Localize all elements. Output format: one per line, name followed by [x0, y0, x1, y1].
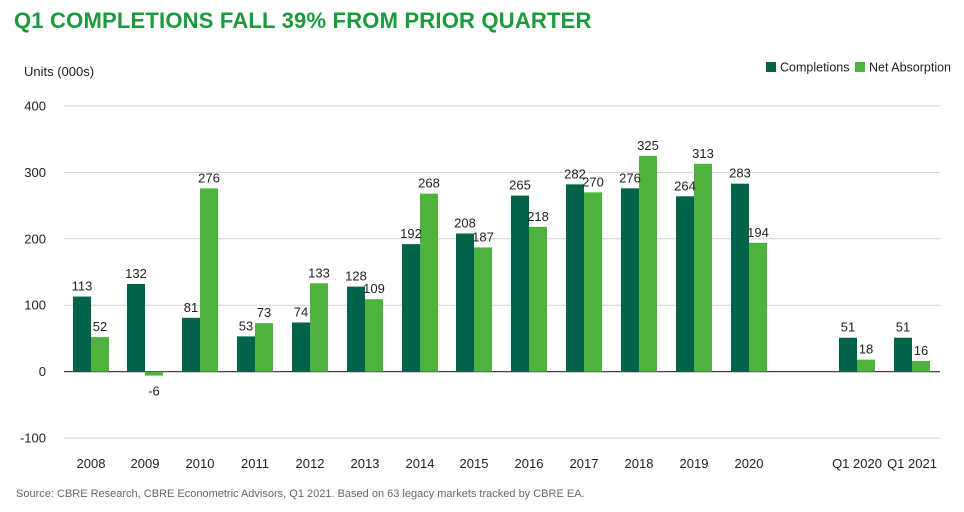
completions-bar-2015 — [456, 233, 474, 372]
completions-bar-2013 — [347, 286, 365, 372]
net-absorption-bar-q1-2020 — [857, 359, 875, 372]
net-absorption-value-label: 16 — [914, 343, 928, 358]
y-tick-label: -100 — [20, 431, 46, 446]
completions-value-label: 53 — [239, 318, 253, 333]
net-absorption-value-label: 276 — [198, 170, 220, 185]
net-absorption-value-label: 313 — [692, 146, 714, 161]
completions-value-label: 132 — [125, 266, 147, 281]
net-absorption-value-label: 187 — [472, 229, 494, 244]
net-absorption-bar-2013 — [365, 299, 383, 372]
completions-value-label: 51 — [841, 320, 855, 335]
x-tick-label: 2011 — [241, 456, 269, 471]
legend-label-completions: Completions — [780, 61, 849, 75]
net-absorption-bar-2008 — [91, 337, 109, 372]
completions-bar-2011 — [237, 336, 255, 372]
net-absorption-bar-2009 — [145, 371, 163, 376]
completions-value-label: 208 — [454, 215, 476, 230]
completions-bar-q1-2021 — [894, 337, 912, 372]
completions-bar-2010 — [182, 317, 200, 372]
y-tick-label: 400 — [24, 99, 46, 114]
net-absorption-bar-2020 — [749, 242, 767, 372]
net-absorption-value-label: 268 — [418, 176, 440, 191]
completions-value-label: 81 — [184, 300, 198, 315]
net-absorption-bar-2018 — [639, 155, 657, 372]
gridlines — [64, 105, 940, 439]
net-absorption-value-label: 109 — [363, 281, 385, 296]
net-absorption-bar-2014 — [420, 193, 438, 372]
legend-label-net-absorption: Net Absorption — [869, 61, 951, 75]
y-axis-ticks: -100 0 100 200 300 400 — [20, 99, 46, 446]
net-absorption-value-label: 18 — [859, 342, 873, 357]
chart-title: Q1 COMPLETIONS FALL 39% FROM PRIOR QUART… — [14, 8, 592, 33]
completions-value-label: 128 — [345, 269, 367, 284]
x-tick-label: Q1 2021 — [887, 456, 937, 471]
bars — [73, 155, 930, 376]
completions-value-label: 51 — [896, 320, 910, 335]
net-absorption-bar-2019 — [694, 163, 712, 372]
completions-value-label: 192 — [400, 226, 422, 241]
net-absorption-bar-2016 — [529, 226, 547, 372]
completions-value-label: 265 — [509, 178, 531, 193]
completions-value-label: 276 — [619, 170, 641, 185]
completions-bar-2017 — [566, 184, 584, 372]
source-note: Source: CBRE Research, CBRE Econometric … — [16, 488, 585, 500]
legend-swatch-completions — [766, 62, 776, 72]
completions-value-label: 283 — [729, 166, 751, 181]
x-tick-label: 2009 — [131, 456, 160, 471]
net-absorption-value-label: 52 — [93, 319, 107, 334]
x-tick-label: 2010 — [186, 456, 215, 471]
completions-bar-2020 — [731, 183, 749, 372]
x-tick-label: 2018 — [625, 456, 654, 471]
legend: Completions Net Absorption — [766, 61, 951, 75]
completions-bar-2018 — [621, 188, 639, 372]
completions-bar-2008 — [73, 296, 91, 372]
completions-bar-2016 — [511, 195, 529, 372]
completions-value-label: 264 — [674, 178, 696, 193]
net-absorption-bar-2017 — [584, 192, 602, 372]
net-absorption-bar-2015 — [474, 247, 492, 372]
x-tick-label: 2015 — [460, 456, 489, 471]
net-absorption-value-label: 194 — [747, 225, 769, 240]
completions-bar-2019 — [676, 196, 694, 372]
net-absorption-value-label: 133 — [308, 265, 330, 280]
completions-bar-q1-2020 — [839, 337, 857, 372]
x-tick-label: 2019 — [680, 456, 709, 471]
y-tick-label: 0 — [39, 364, 46, 379]
x-tick-label: 2013 — [351, 456, 380, 471]
x-tick-label: 2020 — [735, 456, 764, 471]
net-absorption-bar-2011 — [255, 323, 273, 372]
net-absorption-value-label: 270 — [582, 174, 604, 189]
x-tick-label: 2012 — [296, 456, 325, 471]
completions-bar-2012 — [292, 322, 310, 372]
y-tick-label: 100 — [24, 298, 46, 313]
net-absorption-bar-2010 — [200, 188, 218, 372]
net-absorption-bar-q1-2021 — [912, 360, 930, 372]
completions-value-label: 113 — [72, 279, 93, 294]
y-tick-label: 300 — [24, 165, 46, 180]
completions-bar-2009 — [127, 283, 145, 372]
y-tick-label: 200 — [24, 231, 46, 246]
legend-swatch-net-absorption — [855, 62, 865, 72]
y-axis-label: Units (000s) — [24, 64, 94, 79]
net-absorption-value-label: 218 — [527, 209, 549, 224]
x-tick-label: 2014 — [406, 456, 435, 471]
x-tick-label: Q1 2020 — [832, 456, 882, 471]
x-tick-label: 2017 — [570, 456, 599, 471]
net-absorption-value-label: 325 — [637, 138, 659, 153]
net-absorption-bar-2012 — [310, 283, 328, 372]
x-axis-labels: 2008 2009 2010 2011 2012 2013 2014 2015 2016 2017… — [77, 456, 937, 471]
completions-value-label: 282 — [564, 166, 586, 181]
x-tick-label: 2008 — [77, 456, 106, 471]
x-tick-label: 2016 — [515, 456, 544, 471]
net-absorption-value-label: -6 — [148, 384, 160, 399]
completions-value-label: 74 — [294, 304, 308, 319]
completions-bar-2014 — [402, 244, 420, 372]
net-absorption-value-label: 73 — [257, 305, 271, 320]
